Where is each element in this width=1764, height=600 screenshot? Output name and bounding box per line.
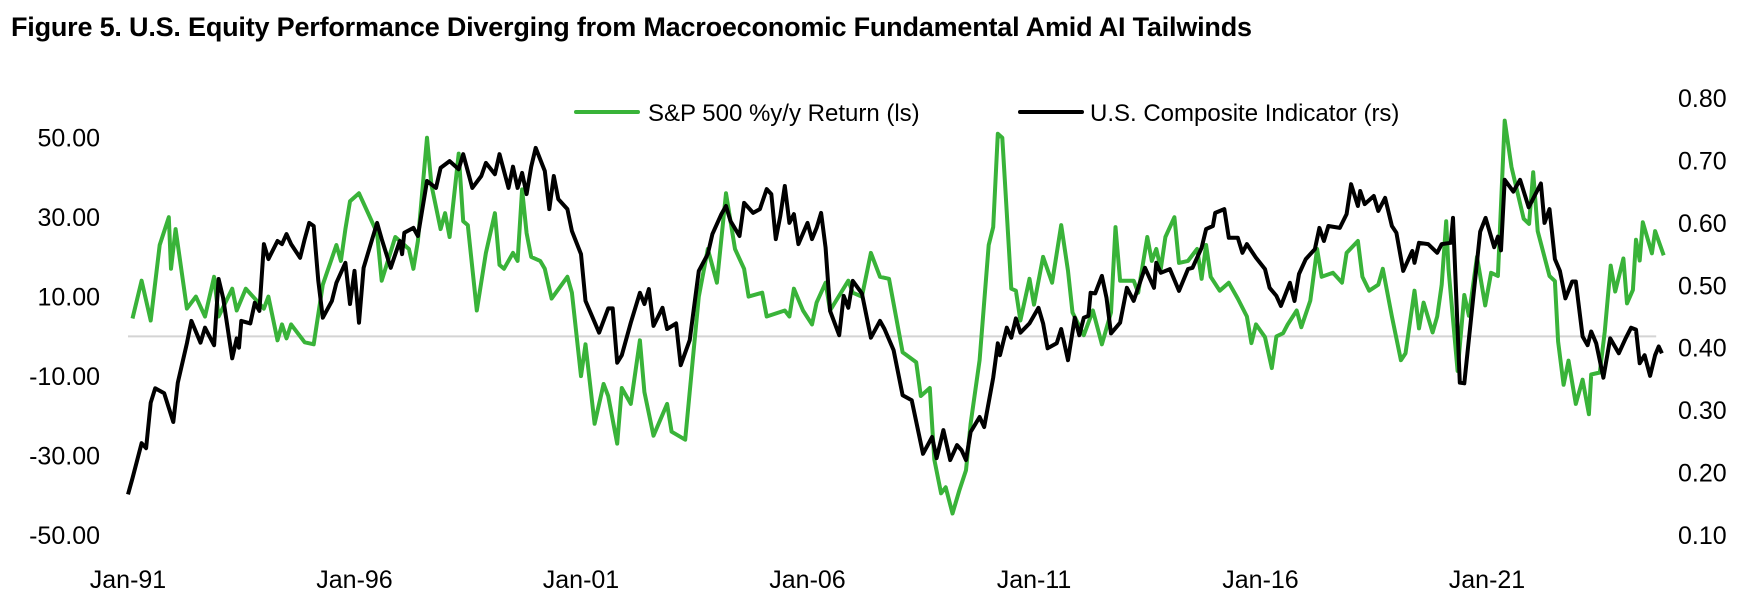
y-left-tick-label: -30.00 <box>29 443 100 471</box>
legend-label: U.S. Composite Indicator (rs) <box>1090 100 1399 127</box>
y-right-tick-label: 0.70 <box>1678 147 1727 175</box>
x-tick-label: Jan-16 <box>1222 566 1298 594</box>
y-left-tick-label: 10.00 <box>37 284 100 312</box>
x-tick-label: Jan-11 <box>997 566 1072 594</box>
y-right-tick-label: 0.40 <box>1678 335 1727 363</box>
x-tick-label: Jan-21 <box>1449 566 1525 594</box>
y-left-tick-label: 50.00 <box>37 125 100 153</box>
y-right-tick-label: 0.60 <box>1678 210 1727 238</box>
x-tick-label: Jan-96 <box>316 566 392 594</box>
y-right-tick-label: 0.80 <box>1678 85 1727 113</box>
y-left-tick-label: -10.00 <box>29 363 100 391</box>
y-right-tick-label: 0.30 <box>1678 397 1727 425</box>
y-right-tick-label: 0.20 <box>1678 460 1727 488</box>
x-tick-label: Jan-06 <box>769 566 845 594</box>
y-right-tick-label: 0.50 <box>1678 272 1727 300</box>
y-right-tick-label: 0.10 <box>1678 522 1727 550</box>
composite-indicator-line <box>126 145 1664 495</box>
sp500-return-line <box>130 118 1666 516</box>
chart-title: Figure 5. U.S. Equity Performance Diverg… <box>11 12 1252 42</box>
x-tick-label: Jan-91 <box>90 566 166 594</box>
legend-label: S&P 500 %y/y Return (ls) <box>648 100 920 127</box>
y-left-tick-label: -50.00 <box>29 522 100 550</box>
y-left-tick-label: 30.00 <box>37 204 100 232</box>
x-tick-label: Jan-01 <box>543 566 619 594</box>
